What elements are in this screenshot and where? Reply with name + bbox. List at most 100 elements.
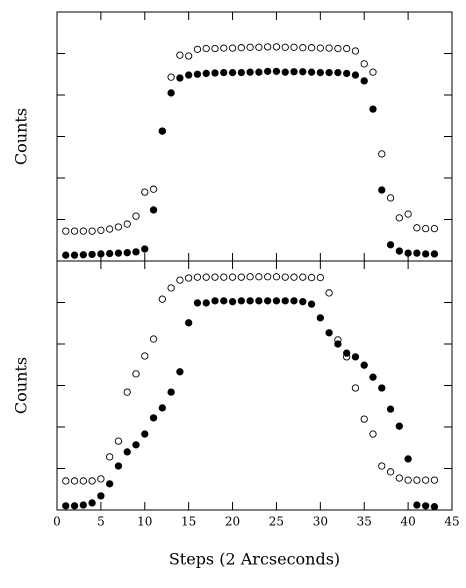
open-point xyxy=(202,44,210,53)
filled-point xyxy=(88,499,96,507)
open-point xyxy=(272,43,281,51)
open-point xyxy=(123,220,131,228)
filled-point xyxy=(422,250,430,258)
open-point xyxy=(272,273,281,281)
filled-point xyxy=(404,249,412,257)
open-point xyxy=(281,273,289,281)
filled-point xyxy=(237,68,245,77)
open-point xyxy=(246,273,254,281)
open-point xyxy=(430,224,439,233)
open-point xyxy=(185,52,193,60)
filled-point xyxy=(106,480,114,488)
filled-point xyxy=(343,349,351,357)
open-point xyxy=(158,295,166,303)
open-point xyxy=(316,44,324,52)
open-point xyxy=(70,227,79,235)
filled-point xyxy=(176,74,184,82)
filled-point xyxy=(255,297,263,305)
open-point xyxy=(88,477,96,485)
open-point xyxy=(255,43,263,51)
open-point xyxy=(88,227,96,235)
filled-point xyxy=(343,69,351,78)
x-tick-label: 10 xyxy=(137,515,152,529)
open-point xyxy=(290,43,298,51)
open-point xyxy=(413,224,421,232)
filled-point xyxy=(430,503,439,511)
filled-point xyxy=(378,186,386,194)
filled-point xyxy=(395,247,403,255)
x-tick-label: 35 xyxy=(357,515,372,529)
open-point xyxy=(351,47,360,55)
x-tick-label: 15 xyxy=(181,515,196,529)
x-tick-label: 40 xyxy=(400,515,415,529)
x-axis-label: Steps (2 Arcseconds) xyxy=(169,550,340,569)
open-point xyxy=(149,335,158,343)
open-point xyxy=(141,188,149,196)
filled-point xyxy=(167,388,175,396)
filled-point xyxy=(123,249,131,257)
filled-point xyxy=(88,250,96,259)
filled-point xyxy=(422,502,430,510)
filled-point xyxy=(386,405,395,413)
filled-point xyxy=(106,249,114,258)
x-tick-label: 30 xyxy=(313,515,328,529)
open-point xyxy=(79,227,87,235)
filled-point xyxy=(395,422,403,430)
open-point xyxy=(290,273,298,281)
open-point xyxy=(430,476,439,484)
filled-point xyxy=(176,368,184,376)
filled-point xyxy=(290,297,298,305)
open-point xyxy=(343,44,351,53)
filled-point xyxy=(378,384,386,392)
filled-point xyxy=(413,501,421,509)
open-point xyxy=(220,273,228,281)
filled-point xyxy=(299,68,307,76)
filled-point xyxy=(351,71,360,79)
open-point xyxy=(70,477,79,485)
filled-point xyxy=(325,68,333,77)
open-point xyxy=(228,273,237,281)
open-point xyxy=(386,194,395,202)
filled-point xyxy=(70,502,79,510)
filled-point xyxy=(193,299,202,307)
filled-point xyxy=(79,251,87,259)
open-point xyxy=(246,43,254,51)
filled-point xyxy=(316,68,324,77)
filled-point xyxy=(316,314,324,322)
open-point xyxy=(316,273,324,282)
open-point xyxy=(220,44,228,52)
open-point xyxy=(211,44,219,53)
filled-point xyxy=(290,68,298,76)
open-point xyxy=(237,273,245,281)
open-point xyxy=(97,475,105,483)
open-point xyxy=(255,273,263,281)
filled-point xyxy=(220,297,228,305)
y-axis-label: Counts xyxy=(12,357,31,414)
filled-point xyxy=(307,68,316,76)
filled-point xyxy=(114,462,123,470)
filled-point xyxy=(299,298,307,306)
open-point xyxy=(62,227,70,235)
filled-point xyxy=(193,70,202,78)
open-point xyxy=(106,453,114,461)
open-point xyxy=(149,185,158,193)
open-point xyxy=(404,210,412,218)
filled-point xyxy=(149,414,158,422)
open-point xyxy=(202,273,210,281)
open-point xyxy=(228,44,237,52)
filled-point xyxy=(70,251,79,259)
filled-point xyxy=(167,89,175,97)
open-point xyxy=(62,477,70,485)
filled-point xyxy=(220,68,228,77)
open-point xyxy=(325,44,333,52)
open-point xyxy=(378,462,386,470)
open-point xyxy=(386,468,395,476)
filled-point xyxy=(185,319,193,327)
filled-point xyxy=(228,68,237,77)
filled-point xyxy=(202,69,210,78)
filled-point xyxy=(149,206,158,214)
filled-point xyxy=(62,251,70,259)
plot-frame xyxy=(56,11,453,262)
open-point xyxy=(422,476,430,484)
